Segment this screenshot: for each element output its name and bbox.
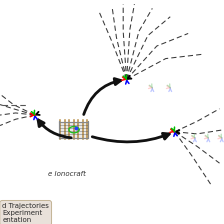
FancyArrowPatch shape: [38, 120, 71, 138]
Polygon shape: [59, 122, 88, 138]
Text: d Trajectories
Experiment
entation: d Trajectories Experiment entation: [2, 203, 49, 223]
FancyArrowPatch shape: [92, 133, 169, 142]
FancyArrowPatch shape: [84, 79, 121, 114]
Text: e Ionocraft: e Ionocraft: [48, 171, 86, 177]
